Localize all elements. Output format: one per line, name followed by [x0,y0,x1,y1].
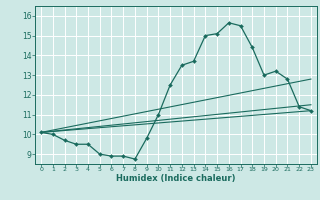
X-axis label: Humidex (Indice chaleur): Humidex (Indice chaleur) [116,174,236,183]
